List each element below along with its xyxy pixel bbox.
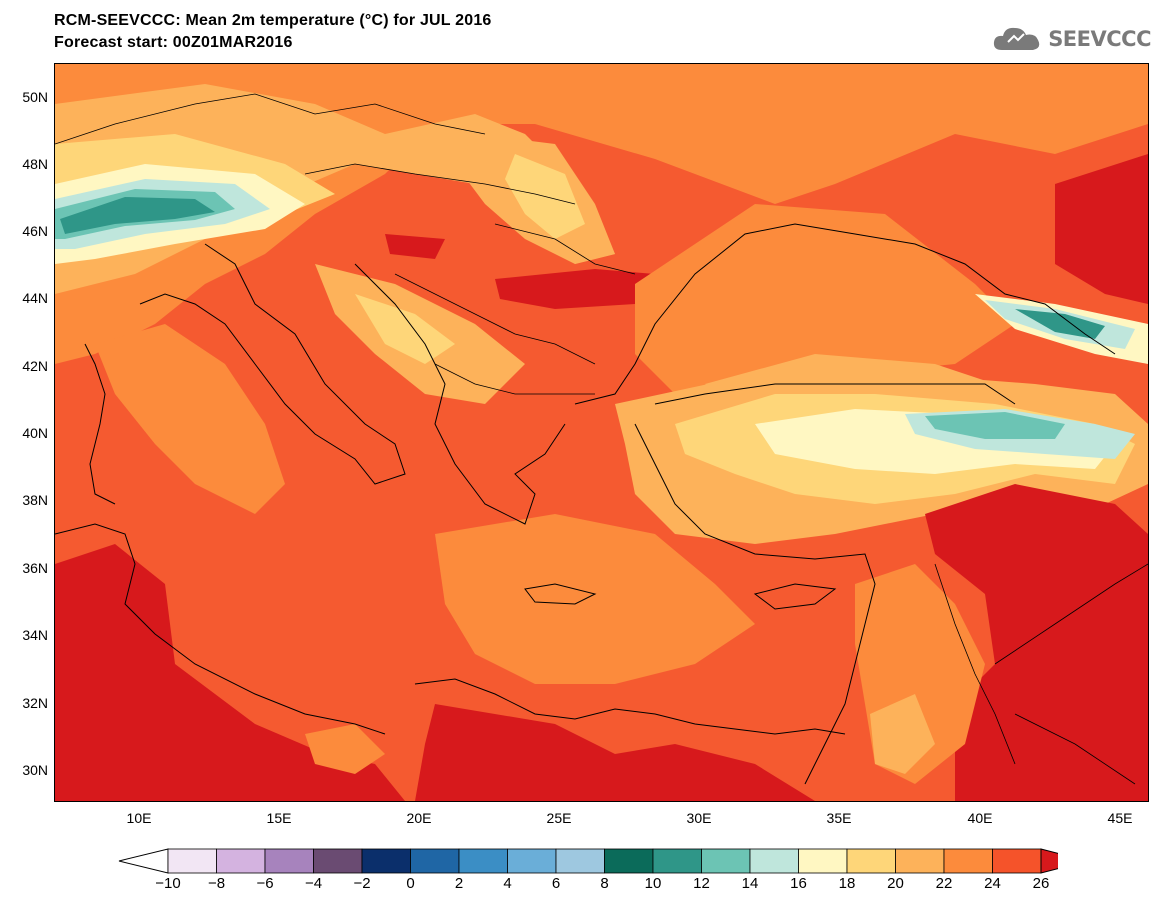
lon-tick-label: 10E [126, 810, 152, 826]
map-title: RCM-SEEVCCC: Mean 2m temperature (°C) fo… [54, 12, 492, 29]
colorbar-tick-label: −10 [155, 875, 181, 892]
temperature-field-10 [60, 197, 215, 234]
lat-tick-label: 34N [22, 627, 48, 643]
colorbar-tick-label: 22 [935, 875, 953, 892]
cloud-icon [994, 27, 1040, 50]
forecast-start-subtitle: Forecast start: 00Z01MAR2016 [54, 34, 293, 51]
colorbar-segment [410, 848, 460, 874]
colorbar-under-triangle [118, 848, 169, 874]
lon-tick-label: 35E [826, 810, 852, 826]
colorbar-segment [167, 848, 217, 874]
temperature-field-22 [435, 514, 755, 684]
colorbar-segment [992, 848, 1042, 874]
temperature-field-22 [635, 204, 1015, 394]
lon-tick-label: 30E [686, 810, 712, 826]
colorbar-tick-label: −2 [353, 875, 371, 892]
lat-tick-label: 44N [22, 290, 48, 306]
lat-tick-label: 32N [22, 695, 48, 711]
colorbar-tick-label: 10 [644, 875, 662, 892]
lat-tick-label: 48N [22, 156, 48, 172]
colorbar-segment [264, 848, 314, 874]
colorbar-segment [943, 848, 993, 874]
colorbar-tick-label: 4 [503, 875, 512, 892]
colorbar-segment [798, 848, 848, 874]
temperature-field-22 [305, 724, 385, 774]
colorbar-segment [701, 848, 751, 874]
colorbar-tick-label: −8 [207, 875, 226, 892]
lon-tick-label: 45E [1107, 810, 1133, 826]
temperature-field-26 [495, 269, 655, 309]
lat-tick-label: 40N [22, 425, 48, 441]
temperature-field-26 [925, 484, 1148, 801]
colorbar-tick-label: 16 [790, 875, 807, 892]
colorbar-segment [216, 848, 266, 874]
colorbar-segment [458, 848, 508, 874]
colorbar-tick-label: 18 [838, 875, 856, 892]
colorbar-tick-label: −6 [256, 875, 274, 892]
colorbar-tick-label: 6 [551, 875, 561, 892]
colorbar-segment [895, 848, 945, 874]
coastlines [55, 223, 1116, 785]
colorbar-segment [749, 848, 799, 874]
lat-tick-label: 30N [22, 762, 48, 778]
colorbar-over-triangle [1040, 848, 1058, 874]
temperature-field-22 [95, 324, 285, 514]
lat-tick-label: 50N [22, 89, 48, 105]
temperature-field-20 [870, 694, 935, 774]
lat-tick-label: 46N [22, 223, 48, 239]
seevccc-logo: SEEVCCC [992, 22, 1151, 56]
lon-tick-label: 20E [406, 810, 432, 826]
temperature-field-12 [925, 412, 1065, 439]
colorbar-tick-label: 2 [454, 875, 464, 892]
country-borders [55, 93, 1148, 785]
temperature-field-26 [415, 704, 815, 801]
colorbar-tick-label: 0 [406, 875, 415, 892]
colorbar-segment [507, 848, 557, 874]
colorbar-tick-label: −4 [304, 875, 323, 892]
lat-tick-label: 38N [22, 492, 48, 508]
lat-tick-label: 36N [22, 560, 48, 576]
temperature-field-26 [385, 234, 445, 259]
lat-tick-label: 42N [22, 358, 48, 374]
colorbar-tick-label: 26 [1032, 875, 1050, 892]
temperature-field-18 [355, 294, 455, 364]
colorbar-tick-label: 8 [600, 875, 609, 892]
lon-tick-label: 15E [266, 810, 292, 826]
lon-tick-label: 25E [546, 810, 572, 826]
colorbar-segment [652, 848, 702, 874]
colorbar-tick-label: 14 [741, 875, 759, 892]
colorbar-segment [846, 848, 896, 874]
temperature-field-26 [55, 544, 405, 801]
temperature-field-26 [1055, 154, 1148, 304]
lon-tick-label: 40E [967, 810, 993, 826]
colorbar-segment [555, 848, 605, 874]
colorbar-tick-label: 24 [984, 875, 1001, 892]
colorbar [118, 848, 1058, 874]
temperature-map [54, 63, 1149, 802]
colorbar-segment [313, 848, 363, 874]
colorbar-segment [604, 848, 654, 874]
logo-text: SEEVCCC [1048, 27, 1151, 51]
colorbar-segment [361, 848, 411, 874]
colorbar-tick-label: 12 [693, 875, 710, 892]
colorbar-tick-label: 20 [887, 875, 904, 892]
